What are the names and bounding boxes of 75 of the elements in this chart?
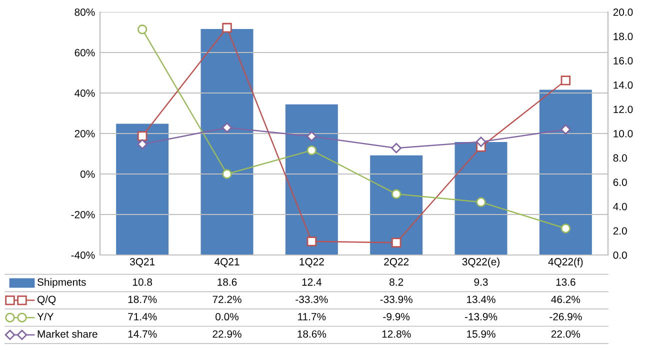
bar [285,104,338,255]
y-tick-label: 80% [74,8,95,16]
point [137,24,148,34]
point [222,169,232,179]
y-tick-label: 60% [74,49,95,56]
y-tick-label: -20% [71,211,95,218]
data-label: 12.8% [382,330,411,338]
data-label: 72.2% [212,296,242,304]
point [560,224,571,234]
data-label: 22.0% [551,330,580,338]
data-label: 18.6% [298,330,326,338]
data-label: 46.2% [551,296,580,304]
bar [539,90,592,255]
x-tick-label: 2Q22 [384,258,409,268]
point [222,122,232,133]
y2-tick-label: 20.0 [613,8,633,16]
y2-tick-label: 8.0 [613,154,627,162]
data-label: 14.7% [128,330,157,338]
x-tick-label: 4Q21 [214,258,240,268]
legend-label: Q/Q [37,295,56,305]
point [391,189,402,199]
data-label: 11.7% [298,313,326,320]
x-tick-label: 3Q22(e) [462,258,500,268]
data-label: 8.2 [390,278,404,286]
data-label: 0.0% [216,313,238,320]
point [222,22,232,33]
point [306,145,317,156]
legend-label: Y/Y [37,312,54,320]
data-label: 13.4% [467,296,496,304]
y-tick-label: 0% [80,170,95,178]
legend-label: Market share [38,330,98,338]
data-label: 12.4 [302,278,322,286]
y-tick-label: -40% [71,252,95,259]
y2-tick-label: 10.0 [614,130,633,138]
y2-tick-label: 4.0 [613,202,627,210]
data-label: 15.9% [467,330,496,338]
data-label: 9.3 [474,278,488,286]
data-label: -13.9% [464,313,498,320]
point [560,124,571,135]
bar [116,124,169,255]
bar [454,142,508,255]
point [306,131,317,142]
data-label: 13.6 [556,278,576,286]
data-label: 71.4% [128,313,157,320]
y2-tick-label: 16.0 [614,57,633,64]
y-tick-label: 20% [74,130,95,138]
data-label: -26.9% [550,313,582,320]
x-tick-label: 3Q21 [130,258,155,268]
point [476,136,486,147]
data-label: 18.7% [128,296,157,304]
y-tick-label: 40% [74,90,95,97]
point [560,76,571,86]
y2-tick-label: 6.0 [613,178,627,186]
data-label: 18.6 [218,278,237,286]
point [391,238,402,248]
y2-tick-label: 18.0 [614,32,633,40]
data-label: 22.9% [212,330,242,338]
x-tick-label: 1Q22 [300,258,324,268]
point [137,139,148,150]
data-label: -9.9% [383,313,410,320]
y2-tick-label: 2.0 [613,227,627,235]
bar [370,155,423,255]
bar [200,29,254,255]
x-tick-label: 4Q22(f) [548,258,583,268]
point [391,142,402,154]
y2-tick-label: 14.0 [614,81,633,89]
data-label: -33.3% [296,296,328,304]
y2-tick-label: 0.0 [613,252,627,259]
point [306,236,317,246]
y2-tick-label: 12.0 [614,106,633,114]
legend-label: Shipments [37,278,86,288]
data-label: -33.9% [380,296,412,304]
data-label: 10.8 [132,278,152,286]
point [476,197,486,208]
point [137,131,148,141]
